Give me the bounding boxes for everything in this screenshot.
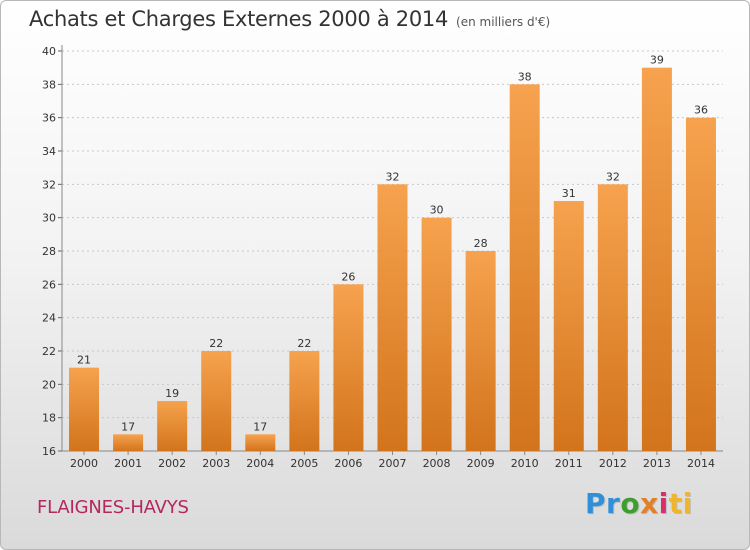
chart-title-text: Achats et Charges Externes 2000 à 2014 [29, 7, 449, 31]
bar-2009 [465, 251, 496, 451]
x-tick-label: 2013 [643, 457, 671, 470]
value-label-2001: 17 [121, 420, 135, 433]
bar-2008 [421, 217, 452, 451]
x-tick-label: 2001 [114, 457, 142, 470]
chart-unit: (en milliers d'€) [456, 15, 551, 29]
bar-2001 [113, 434, 144, 451]
value-label-2005: 22 [297, 337, 311, 350]
bar-2000 [69, 367, 100, 451]
value-label-2007: 32 [386, 170, 400, 183]
proxiti-logo: Proxiti [585, 487, 693, 520]
value-label-2009: 28 [474, 237, 488, 250]
x-tick-label: 2004 [246, 457, 274, 470]
value-label-2010: 38 [518, 70, 532, 83]
logo-part: o [620, 487, 641, 520]
value-label-2008: 30 [430, 204, 444, 217]
y-tick-label: 24 [42, 312, 56, 325]
bar-2013 [641, 67, 672, 452]
logo-part: i [658, 487, 669, 520]
value-label-2013: 39 [650, 54, 664, 67]
y-tick-label: 16 [42, 445, 56, 458]
axes: 16 18 20 22 24 26 28 30 32 34 36 38 40 [42, 45, 723, 458]
commune-name: FLAIGNES-HAVYS [37, 497, 189, 518]
x-tick-label: 2009 [467, 457, 495, 470]
x-tick-label: 2010 [511, 457, 539, 470]
y-tick-label: 36 [42, 112, 56, 125]
y-tick-label: 32 [42, 178, 56, 191]
bar-2003 [201, 351, 232, 451]
x-tick-label: 2008 [423, 457, 451, 470]
x-tick-label: 2014 [687, 457, 715, 470]
x-tick-label: 2000 [70, 457, 98, 470]
y-tick-label: 38 [42, 78, 56, 91]
value-label-2006: 26 [341, 270, 355, 283]
value-label-2003: 22 [209, 337, 223, 350]
y-tick-label: 20 [42, 378, 56, 391]
y-tick-label: 22 [42, 345, 56, 358]
y-tick-label: 26 [42, 278, 56, 291]
x-tick-label: 2011 [555, 457, 583, 470]
value-label-2002: 19 [165, 387, 179, 400]
labels: 21 2000 17 2001 19 2002 22 2003 17 2004 22 2005 26 20… [70, 54, 715, 470]
value-label-2000: 21 [77, 354, 91, 367]
logo-part: x [640, 487, 659, 520]
bar-2011 [553, 201, 584, 451]
logo-part: Pr [585, 487, 621, 520]
bars [69, 67, 716, 452]
x-tick-label: 2003 [202, 457, 230, 470]
bar-2012 [597, 184, 628, 452]
x-tick-label: 2002 [158, 457, 186, 470]
chart-title: Achats et Charges Externes 2000 à 2014 (e… [29, 7, 550, 31]
bar-2010 [509, 84, 540, 451]
value-label-2014: 36 [694, 104, 708, 117]
x-tick-label: 2007 [379, 457, 407, 470]
y-tick-label: 30 [42, 212, 56, 225]
y-tick-label: 18 [42, 412, 56, 425]
y-tick-label: 34 [42, 145, 56, 158]
bar-2007 [377, 184, 408, 452]
y-tick-label: 28 [42, 245, 56, 258]
bar-2002 [157, 401, 188, 451]
x-tick-label: 2012 [599, 457, 627, 470]
bar-2014 [685, 117, 716, 452]
value-label-2004: 17 [253, 420, 267, 433]
value-label-2012: 32 [606, 170, 620, 183]
bar-2006 [333, 284, 364, 451]
bar-2004 [245, 434, 276, 451]
value-label-2011: 31 [562, 187, 576, 200]
logo-part: ti [668, 487, 693, 520]
x-tick-label: 2006 [334, 457, 362, 470]
bar-2005 [289, 351, 320, 451]
y-tick-label: 40 [42, 45, 56, 58]
x-tick-label: 2005 [290, 457, 318, 470]
